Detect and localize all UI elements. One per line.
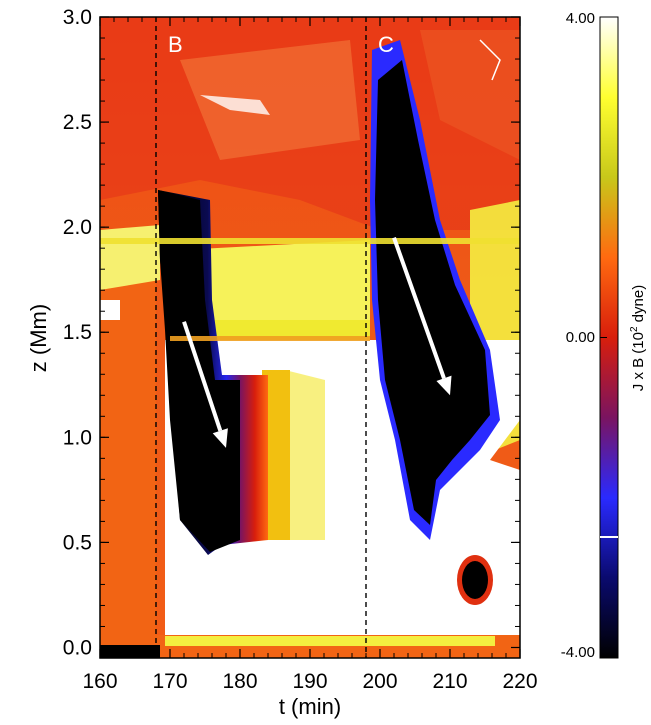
x-tick-label: 180 (222, 670, 257, 693)
colorbar-mid-label: 0.00 (566, 329, 595, 346)
arrow-shaft-1 (182, 321, 223, 432)
y-tick-label: 0.0 (63, 636, 92, 659)
arrow-annotations (182, 237, 452, 448)
y-tick-label: 1.0 (63, 426, 92, 449)
colorbar-ticks (600, 16, 607, 659)
y-tick-label: 3.0 (63, 6, 92, 29)
x-tick-label: 160 (82, 670, 117, 693)
x-tick-label: 170 (152, 670, 187, 693)
x-tick-label: 220 (502, 670, 537, 693)
y-axis: 0.0 0.5 1.0 1.5 2.0 2.5 3.0 (63, 6, 520, 659)
x-axis-title: t (min) (279, 694, 341, 719)
y-tick-label: 2.0 (63, 216, 92, 239)
event-label-c: C (378, 32, 394, 57)
y-tick-label: 1.5 (63, 321, 92, 344)
colorbar-title: J x B (102 dyne) (629, 285, 647, 391)
arrow-head-2 (436, 375, 452, 396)
colorbar-min-label: -4.00 (561, 644, 595, 661)
x-tick-label: 200 (362, 670, 397, 693)
y-tick-label: 2.5 (63, 111, 92, 134)
colorbar-max-label: 4.00 (566, 10, 595, 27)
arrow-shaft-2 (392, 237, 446, 380)
y-tick-label: 0.5 (63, 531, 92, 554)
arrow-head-1 (212, 428, 228, 448)
x-tick-label: 210 (432, 670, 467, 693)
event-label-b: B (168, 32, 183, 57)
heatmap-field (100, 17, 520, 658)
x-axis: 160 170 180 190 200 210 220 (82, 17, 538, 693)
x-tick-label: 190 (292, 670, 327, 693)
y-axis-title: z (Mm) (26, 304, 51, 372)
